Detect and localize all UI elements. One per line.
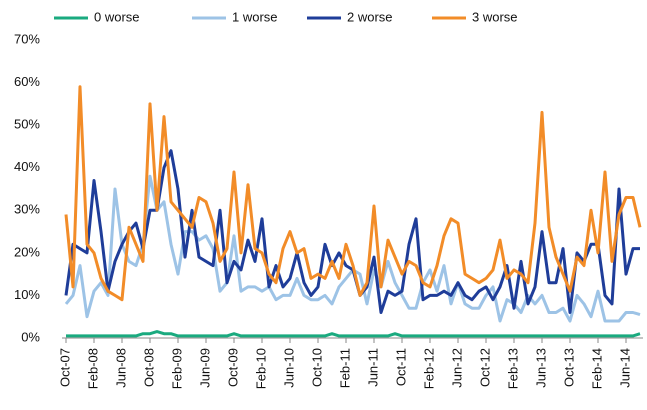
y-tick-label: 50% [14, 117, 40, 132]
legend-label: 2 worse [347, 9, 393, 24]
series-line [66, 330, 641, 338]
y-tick-label: 60% [14, 74, 40, 89]
x-tick-label: Jun-09 [197, 348, 212, 388]
x-tick-label: Feb-14 [589, 348, 604, 389]
x-tick-label: Oct-13 [561, 348, 576, 387]
x-tick-label: Jun-08 [113, 348, 128, 388]
y-tick-label: 10% [14, 287, 40, 302]
x-tick-label: Jun-11 [365, 348, 380, 387]
x-tick-label: Jun-12 [449, 348, 464, 388]
series-line [64, 149, 640, 314]
x-tick-label: Jun-14 [617, 348, 632, 388]
y-tick-label: 70% [14, 31, 40, 46]
x-tick-label: Feb-08 [85, 348, 100, 389]
legend-label: 1 worse [232, 9, 278, 24]
legend-label: 3 worse [472, 9, 518, 24]
x-tick-label: Oct-08 [141, 348, 156, 387]
x-tick-label: Feb-09 [169, 348, 184, 389]
x-tick-label: Feb-11 [337, 348, 352, 388]
y-tick-label: 0% [21, 329, 40, 344]
x-tick-label: Oct-07 [57, 348, 72, 387]
x-tick-label: Jun-10 [281, 348, 296, 388]
y-tick-label: 30% [14, 202, 40, 217]
x-tick-label: Feb-12 [421, 348, 436, 389]
x-tick-label: Jun-13 [533, 348, 548, 388]
x-tick-label: Oct-10 [309, 348, 324, 387]
y-tick-label: 40% [14, 159, 40, 174]
x-tick-label: Oct-11 [393, 348, 408, 386]
x-tick-label: Oct-12 [477, 348, 492, 387]
x-tick-label: Feb-10 [253, 348, 268, 389]
y-tick-label: 20% [14, 244, 40, 259]
legend-label: 0 worse [94, 9, 140, 24]
series-line [64, 85, 642, 302]
x-tick-label: Feb-13 [505, 348, 520, 389]
x-tick-label: Oct-09 [225, 348, 240, 387]
